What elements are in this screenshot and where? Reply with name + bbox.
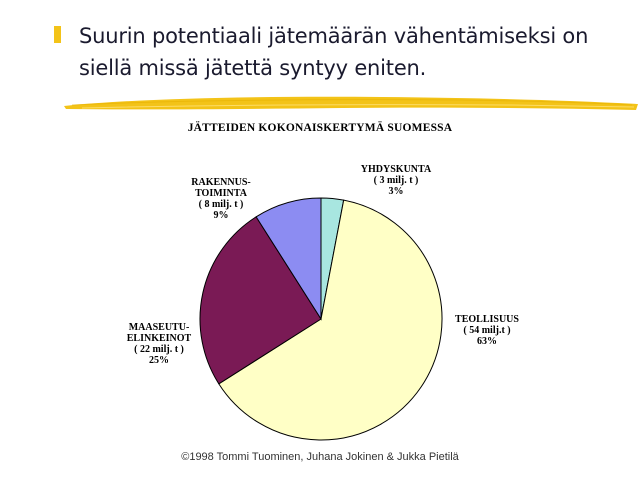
label-teollisuus-name-line-1: TEOLLISUUS <box>455 314 519 325</box>
headline-line-1: Suurin potentiaali jätemäärän vähentämis… <box>79 24 589 48</box>
slice-rakennus <box>255 197 322 321</box>
label-maaseutu-percent-text: 25% <box>149 355 169 366</box>
chart-title: JÄTTEIDEN KOKONAISKERTYMÄ SUOMESSA <box>187 122 453 134</box>
slide-headline: Suurin potentiaali jätemäärän vähentämis… <box>79 20 629 84</box>
bullet-marker <box>54 26 61 43</box>
label-rakennus-name-line-2: TOIMINTA <box>195 188 247 199</box>
label-yhdyskunta-name-line-1: YHDYSKUNTA <box>360 164 432 175</box>
label-maaseutu-amount-text: ( 22 milj. t ) <box>134 344 184 355</box>
label-yhdyskunta-percent-text: 3% <box>388 186 404 197</box>
label-rakennus-percent-text: 9% <box>213 210 229 221</box>
brush-stroke-divider <box>64 96 638 110</box>
copyright-footer: ©1998 Tommi Tuominen, Juhana Jokinen & J… <box>181 451 459 463</box>
label-yhdyskunta: YHDYSKUNTA( 3 milj. t ) 3% <box>341 164 451 197</box>
label-rakennus-name-line-1: RAKENNUS- <box>191 177 251 188</box>
label-rakennus-amount-text: ( 8 milj. t ) <box>198 199 244 210</box>
label-teollisuus: TEOLLISUUS( 54 milj.t ) 63% <box>432 314 542 347</box>
label-rakennus: RAKENNUS- TOIMINTA( 8 milj. t ) 9% <box>166 177 276 221</box>
label-maaseutu: MAASEUTU- ELINKEINOT( 22 milj. t ) 25% <box>104 322 214 366</box>
slice-teollisuus <box>218 199 443 441</box>
label-yhdyskunta-amount-text: ( 3 milj. t ) <box>373 175 419 186</box>
label-teollisuus-percent-text: 63% <box>477 336 497 347</box>
slice-maaseutu <box>199 216 322 385</box>
label-maaseutu-name-line-2: ELINKEINOT <box>126 333 192 344</box>
label-teollisuus-amount-text: ( 54 milj.t ) <box>463 325 511 336</box>
headline-line-2: siellä missä jätettä syntyy eniten. <box>79 56 427 80</box>
label-maaseutu-name-line-1: MAASEUTU- <box>128 322 190 333</box>
